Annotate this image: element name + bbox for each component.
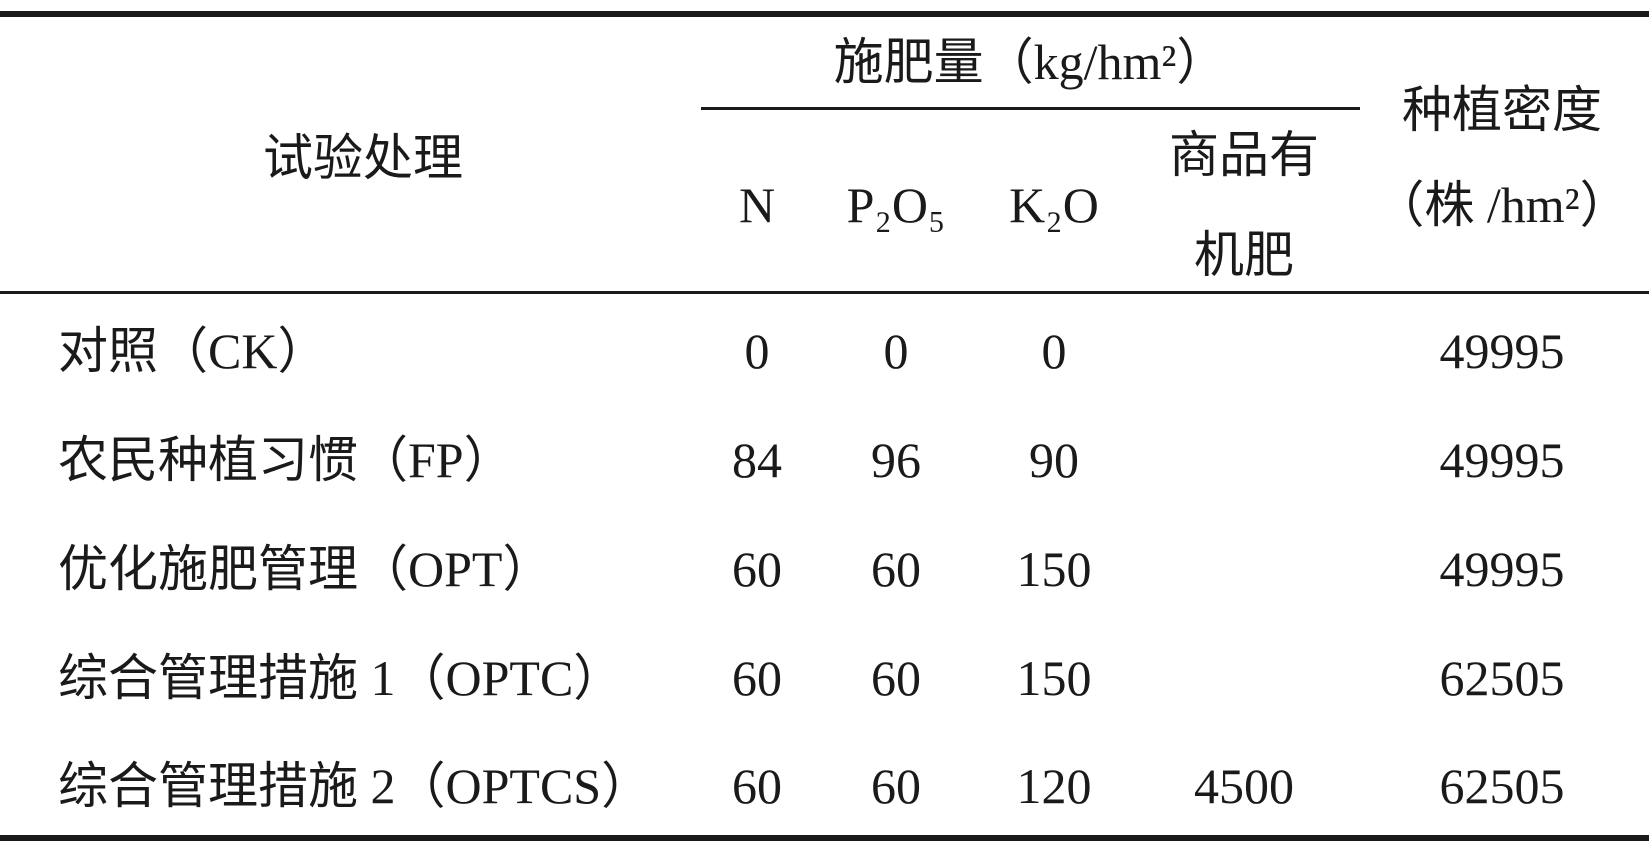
cell: 0 bbox=[1041, 323, 1067, 379]
header-density: （株 /hm²） bbox=[1374, 177, 1630, 233]
row-label: 对照（CK） bbox=[58, 323, 328, 379]
cell: 62505 bbox=[1439, 758, 1565, 814]
span-rule bbox=[701, 107, 1360, 110]
header-column: K₂O bbox=[1009, 177, 1099, 233]
cell: 60 bbox=[871, 650, 921, 706]
row-label: 综合管理措施 2（OPTCS） bbox=[58, 758, 652, 814]
bottom-rule bbox=[0, 835, 1649, 841]
header-column: 机肥 bbox=[1194, 227, 1294, 283]
cell: 60 bbox=[732, 650, 782, 706]
header-treatment: 试验处理 bbox=[263, 130, 463, 186]
cell: 60 bbox=[871, 758, 921, 814]
row-label: 优化施肥管理（OPT） bbox=[58, 541, 553, 597]
cell: 60 bbox=[732, 541, 782, 597]
header-fertilizer: 施肥量（kg/hm²） bbox=[833, 34, 1227, 90]
header-column: N bbox=[738, 177, 776, 233]
header-column: P₂O₅ bbox=[846, 177, 946, 233]
cell: 49995 bbox=[1439, 541, 1565, 597]
row-label: 农民种植习惯（FP） bbox=[58, 432, 514, 488]
cell: 84 bbox=[732, 432, 782, 488]
cell: 96 bbox=[871, 432, 921, 488]
cell: 0 bbox=[744, 323, 770, 379]
row-label: 综合管理措施 1（OPTC） bbox=[58, 650, 624, 706]
cell: 62505 bbox=[1439, 650, 1565, 706]
cell: 90 bbox=[1029, 432, 1079, 488]
cell: 0 bbox=[883, 323, 909, 379]
cell: 150 bbox=[1016, 650, 1092, 706]
header-density: 种植密度 bbox=[1402, 82, 1602, 138]
cell: 49995 bbox=[1439, 323, 1565, 379]
top-rule bbox=[0, 11, 1649, 17]
cell: 49995 bbox=[1439, 432, 1565, 488]
cell: 120 bbox=[1016, 758, 1092, 814]
cell: 60 bbox=[732, 758, 782, 814]
cell: 150 bbox=[1016, 541, 1092, 597]
cell: 4500 bbox=[1194, 758, 1294, 814]
header-rule bbox=[0, 291, 1649, 294]
cell: 60 bbox=[871, 541, 921, 597]
header-column: 商品有 bbox=[1169, 127, 1319, 183]
